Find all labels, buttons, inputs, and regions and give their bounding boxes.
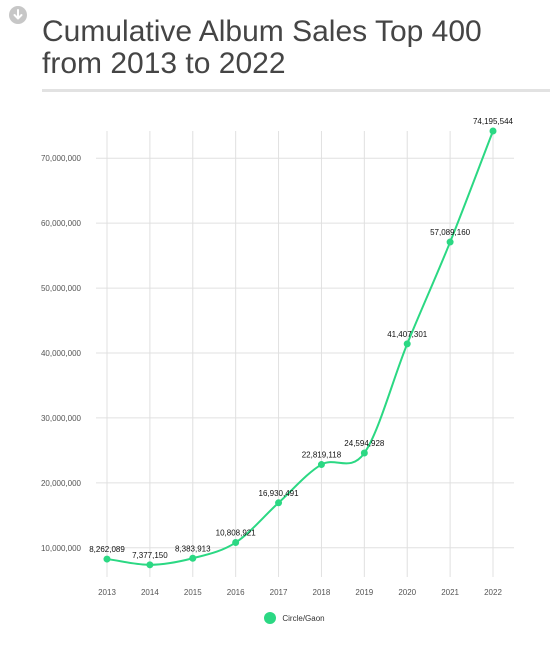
data-label: 8,262,089 — [89, 545, 125, 554]
data-point — [103, 555, 111, 563]
data-label: 22,819,118 — [302, 451, 342, 460]
data-point — [189, 554, 197, 562]
data-label: 74,195,544 — [473, 117, 514, 126]
data-label: 7,377,150 — [132, 551, 168, 560]
legend-swatch — [264, 612, 277, 624]
y-tick-label: 20,000,000 — [41, 479, 82, 488]
title-divider — [42, 89, 550, 92]
y-tick-label: 10,000,000 — [41, 544, 82, 553]
data-label: 16,930,491 — [259, 489, 300, 498]
data-label: 41,407,301 — [387, 330, 428, 339]
data-point — [275, 499, 283, 507]
x-tick-label: 2016 — [227, 588, 245, 597]
y-tick-label: 30,000,000 — [41, 414, 82, 423]
data-point — [360, 449, 368, 457]
x-tick-label: 2017 — [270, 588, 288, 597]
x-tick-label: 2018 — [313, 588, 331, 597]
x-tick-label: 2014 — [141, 588, 159, 597]
x-tick-label: 2019 — [355, 588, 373, 597]
data-label: 10,808,921 — [216, 529, 257, 538]
data-label: 8,383,913 — [175, 544, 211, 553]
x-tick-label: 2015 — [184, 588, 202, 597]
legend: Circle/Gaon — [0, 612, 559, 626]
data-point — [232, 539, 240, 547]
data-point — [403, 340, 411, 348]
y-tick-label: 70,000,000 — [41, 154, 82, 163]
legend-item-circle-gaon[interactable]: Circle/Gaon — [264, 612, 325, 624]
x-tick-label: 2013 — [98, 588, 116, 597]
y-tick-label: 40,000,000 — [41, 349, 82, 358]
data-label: 24,594,928 — [344, 439, 385, 448]
legend-label: Circle/Gaon — [282, 613, 325, 623]
data-point — [446, 238, 454, 246]
data-point — [489, 127, 497, 135]
x-tick-label: 2021 — [441, 588, 459, 597]
data-point — [146, 561, 154, 569]
y-tick-label: 50,000,000 — [41, 284, 82, 293]
x-tick-label: 2020 — [398, 588, 416, 597]
series-line-circle-gaon — [106, 130, 494, 566]
download-icon[interactable] — [9, 6, 27, 24]
x-tick-label: 2022 — [484, 588, 502, 597]
data-label: 57,089,160 — [430, 228, 471, 237]
y-tick-label: 60,000,000 — [41, 219, 82, 228]
chart-title: Cumulative Album Sales Top 400 from 2013… — [42, 15, 482, 80]
data-point — [317, 461, 325, 469]
